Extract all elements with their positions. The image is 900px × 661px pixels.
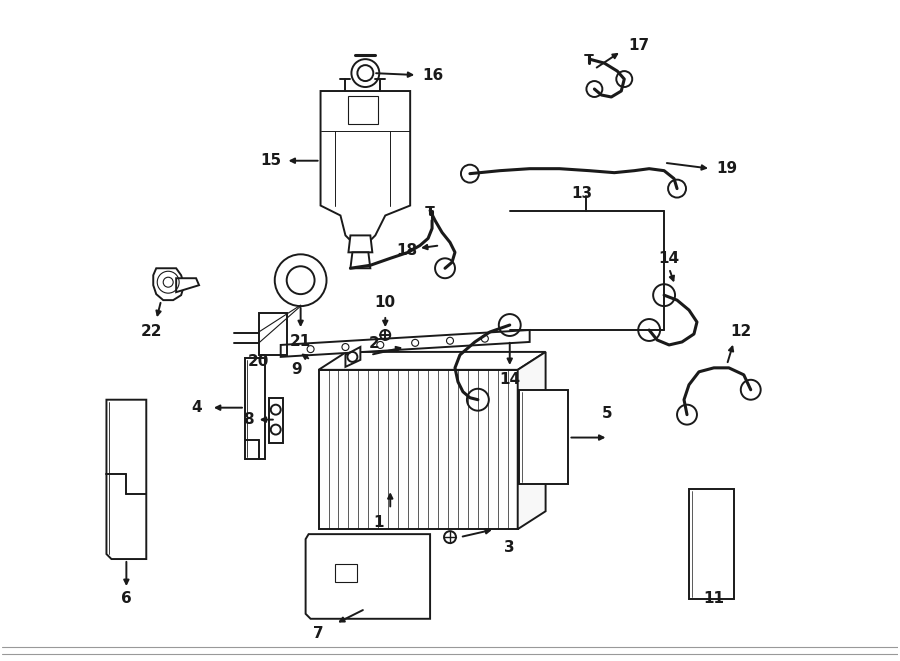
Text: 15: 15 xyxy=(260,153,282,168)
Text: 14: 14 xyxy=(659,251,680,266)
Bar xyxy=(348,96,378,124)
Polygon shape xyxy=(518,390,569,485)
Text: 7: 7 xyxy=(313,626,324,641)
Polygon shape xyxy=(281,330,530,357)
Polygon shape xyxy=(346,347,360,367)
Polygon shape xyxy=(320,91,410,245)
Text: 21: 21 xyxy=(290,334,311,350)
Text: 17: 17 xyxy=(628,38,650,53)
Text: 6: 6 xyxy=(121,592,131,606)
Text: 16: 16 xyxy=(422,67,444,83)
Text: 12: 12 xyxy=(730,325,752,340)
Text: 18: 18 xyxy=(397,243,418,258)
Text: 3: 3 xyxy=(504,539,515,555)
Polygon shape xyxy=(306,534,430,619)
Polygon shape xyxy=(106,400,147,559)
Text: 4: 4 xyxy=(192,400,202,415)
Text: 22: 22 xyxy=(140,325,162,340)
Text: 8: 8 xyxy=(244,412,254,427)
Polygon shape xyxy=(348,235,373,253)
Bar xyxy=(689,489,733,599)
Text: 10: 10 xyxy=(374,295,396,309)
Polygon shape xyxy=(153,268,184,300)
Polygon shape xyxy=(319,352,545,370)
Bar xyxy=(336,564,357,582)
Text: 5: 5 xyxy=(602,406,613,421)
Text: 1: 1 xyxy=(374,515,383,529)
Text: 9: 9 xyxy=(292,362,302,377)
Text: 20: 20 xyxy=(248,354,269,369)
Polygon shape xyxy=(518,352,545,529)
Polygon shape xyxy=(176,278,199,292)
Text: 19: 19 xyxy=(716,161,737,176)
Text: 11: 11 xyxy=(704,592,725,606)
Polygon shape xyxy=(245,358,265,459)
Polygon shape xyxy=(350,253,370,268)
Text: 2: 2 xyxy=(369,336,380,352)
Text: 13: 13 xyxy=(571,186,592,201)
Polygon shape xyxy=(269,398,283,442)
Bar xyxy=(259,313,287,355)
Text: 14: 14 xyxy=(500,372,520,387)
